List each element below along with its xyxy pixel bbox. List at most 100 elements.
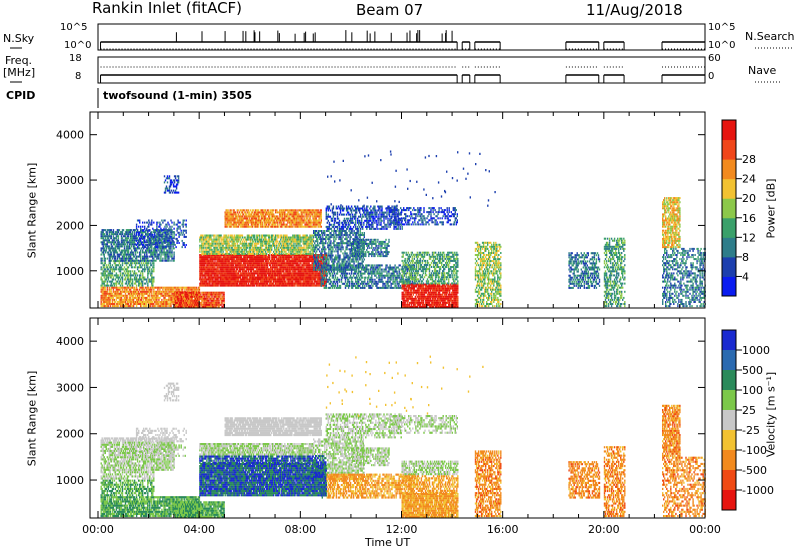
echo-cell <box>210 236 212 239</box>
echo-cell <box>116 241 119 244</box>
echo-cell <box>276 270 278 273</box>
echo-cell <box>134 280 137 283</box>
echo-cell <box>256 262 259 265</box>
echo-cell <box>123 278 126 281</box>
echo-cell <box>206 272 208 275</box>
echo-cell <box>131 294 134 297</box>
echo-cell <box>200 254 202 256</box>
echo-cell <box>144 225 146 228</box>
echo-cell <box>117 268 120 271</box>
echo-cell <box>145 262 147 265</box>
echo-cell <box>158 239 160 242</box>
echo-cell <box>258 272 261 275</box>
echo-cell <box>258 256 261 259</box>
echo-cell <box>201 306 203 308</box>
nsky-label: N.Sky <box>3 32 34 45</box>
echo-cell <box>301 264 303 267</box>
echo-cell <box>129 229 132 232</box>
echo-cell <box>266 284 269 287</box>
echo-cell <box>293 282 295 285</box>
echo-cell <box>217 293 219 296</box>
echo-cell <box>276 256 278 259</box>
echo-cell <box>105 274 107 277</box>
echo-cell <box>232 284 234 287</box>
echo-cell <box>120 298 123 301</box>
echo-cell <box>265 256 268 259</box>
echo-cell <box>186 301 188 304</box>
echo-cell <box>124 286 127 289</box>
echo-cell <box>159 288 161 291</box>
echo-cell <box>273 270 275 273</box>
echo-cell <box>168 239 170 242</box>
echo-cell <box>161 305 163 308</box>
echo-cell <box>222 268 224 271</box>
echo-cell <box>129 243 132 246</box>
echo-cell <box>148 225 150 228</box>
echo-cell <box>113 284 116 287</box>
echo-cell <box>252 266 255 269</box>
echo-cell <box>156 242 158 244</box>
echo-cell <box>175 185 178 188</box>
echo-cell <box>296 282 298 285</box>
echo-cell <box>136 294 139 297</box>
echo-cell <box>173 297 176 300</box>
echo-cell <box>173 237 175 240</box>
echo-cell <box>103 241 105 244</box>
echo-cell <box>215 236 217 239</box>
echo-cell <box>160 227 162 230</box>
echo-cell <box>166 235 168 238</box>
echo-cell <box>113 270 116 273</box>
echo-cell <box>231 284 233 287</box>
echo-cell <box>219 278 221 281</box>
echo-cell <box>221 254 223 256</box>
echo-cell <box>153 288 155 291</box>
echo-cell <box>146 280 148 283</box>
echo-cell <box>173 251 175 254</box>
echo-cell <box>175 237 177 240</box>
echo-cell <box>281 274 283 277</box>
echo-cell <box>210 260 212 263</box>
echo-cell <box>303 280 305 283</box>
echo-cell <box>123 241 126 244</box>
echo-cell <box>103 268 105 271</box>
echo-cell <box>209 258 211 261</box>
echo-cell <box>289 284 291 287</box>
echo-cell <box>133 247 136 250</box>
echo-cell <box>116 257 119 260</box>
echo-cell <box>265 266 268 269</box>
echo-cell <box>155 296 157 299</box>
echo-cell <box>163 251 165 254</box>
echo-cell <box>200 268 202 271</box>
echo-cell <box>293 270 295 273</box>
echo-cell <box>286 262 288 265</box>
echo-cell <box>311 280 313 283</box>
echo-cell <box>112 249 115 252</box>
echo-cell <box>186 295 188 298</box>
echo-cell <box>120 292 123 295</box>
echo-cell <box>138 259 140 262</box>
echo-cell <box>178 293 181 296</box>
echo-cell <box>229 264 231 267</box>
echo-cell <box>145 244 147 246</box>
echo-cell <box>145 241 147 244</box>
echo-cell <box>224 268 226 271</box>
echo-cell <box>259 264 262 267</box>
echo-cell <box>207 266 209 269</box>
echo-cell <box>283 256 285 259</box>
echo-cell <box>194 297 196 300</box>
echo-cell <box>210 266 212 269</box>
echo-cell <box>252 270 255 273</box>
echo-cell <box>146 221 148 224</box>
echo-cell <box>168 245 170 248</box>
echo-cell <box>124 231 127 234</box>
echo-cell <box>207 260 209 263</box>
echo-cell <box>107 278 109 281</box>
echo-cell <box>261 264 264 267</box>
echo-cell <box>103 259 105 262</box>
echo-cell <box>189 286 191 289</box>
echo-cell <box>141 270 143 273</box>
echo-cell <box>126 276 129 279</box>
echo-cell <box>243 278 246 281</box>
echo-cell <box>239 274 241 277</box>
echo-cell <box>233 284 235 287</box>
